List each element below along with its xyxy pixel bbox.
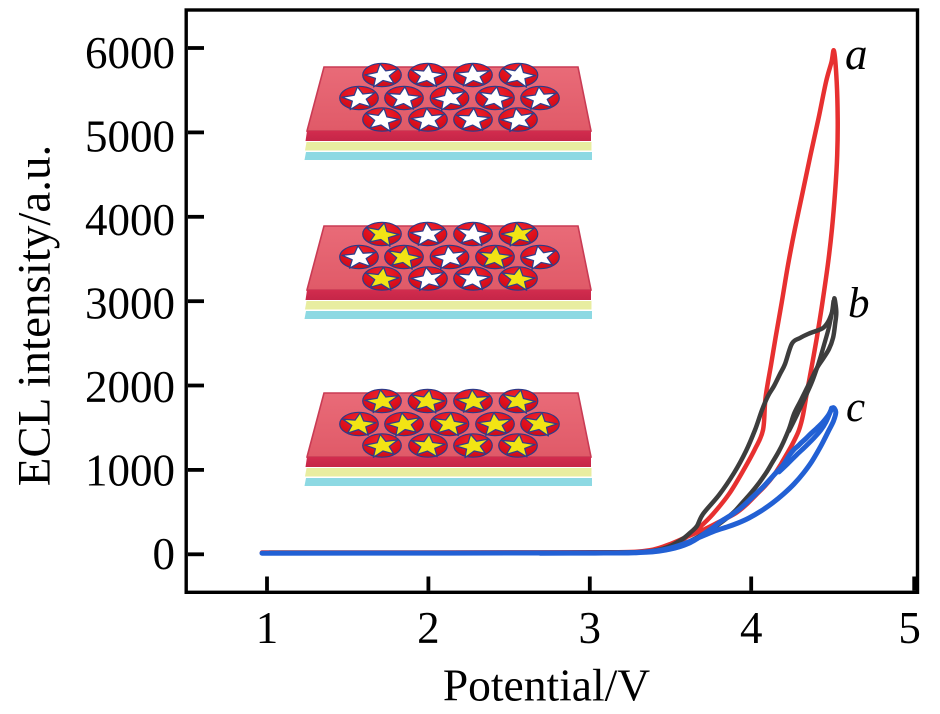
svg-text:6000: 6000 bbox=[85, 28, 175, 78]
svg-text:1000: 1000 bbox=[85, 445, 175, 495]
svg-text:1: 1 bbox=[256, 603, 279, 653]
svg-text:5: 5 bbox=[898, 603, 921, 653]
svg-text:2000: 2000 bbox=[85, 362, 175, 412]
svg-text:c: c bbox=[846, 384, 865, 431]
svg-text:3: 3 bbox=[579, 603, 602, 653]
svg-text:0: 0 bbox=[153, 529, 176, 579]
svg-text:ECL intensity/a.u.: ECL intensity/a.u. bbox=[9, 145, 61, 487]
svg-text:4: 4 bbox=[740, 603, 763, 653]
svg-text:Potential/V: Potential/V bbox=[443, 660, 650, 710]
svg-text:2: 2 bbox=[417, 603, 440, 653]
svg-text:5000: 5000 bbox=[85, 112, 175, 162]
svg-text:b: b bbox=[848, 280, 870, 327]
svg-text:3000: 3000 bbox=[85, 279, 175, 329]
svg-text:4000: 4000 bbox=[85, 195, 175, 245]
svg-text:a: a bbox=[845, 29, 868, 79]
